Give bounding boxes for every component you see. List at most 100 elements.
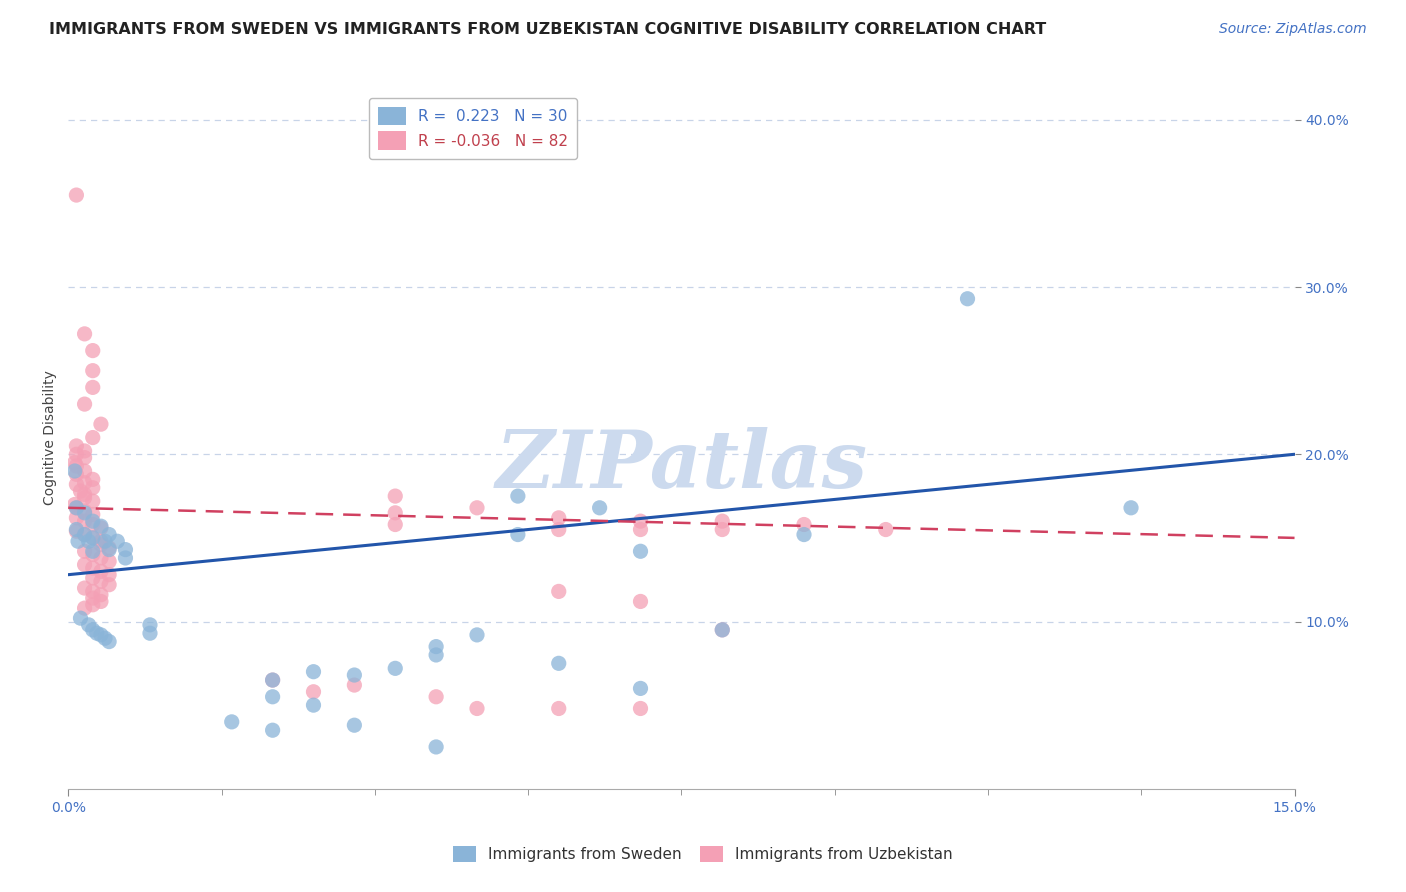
Point	[956, 292, 979, 306]
Point	[82, 531, 104, 545]
Point	[90, 588, 112, 602]
Point	[90, 565, 112, 579]
Point	[63, 464, 86, 478]
Point	[82, 472, 104, 486]
Point	[465, 500, 488, 515]
Point	[90, 628, 112, 642]
Point	[90, 594, 112, 608]
Point	[65, 477, 87, 491]
Point	[262, 673, 284, 687]
Point	[82, 431, 104, 445]
Point	[69, 484, 91, 499]
Point	[711, 623, 734, 637]
Point	[73, 514, 96, 528]
Point	[69, 611, 91, 625]
Point	[82, 531, 104, 545]
Point	[221, 714, 243, 729]
Point	[82, 598, 104, 612]
Point	[82, 494, 104, 508]
Point	[90, 519, 112, 533]
Point	[506, 527, 529, 541]
Point	[90, 521, 112, 535]
Point	[73, 464, 96, 478]
Point	[82, 380, 104, 394]
Point	[73, 558, 96, 572]
Point	[82, 508, 104, 522]
Point	[90, 551, 112, 566]
Point	[98, 542, 121, 557]
Point	[384, 506, 406, 520]
Point	[105, 534, 128, 549]
Point	[82, 544, 104, 558]
Point	[73, 450, 96, 465]
Y-axis label: Cognitive Disability: Cognitive Disability	[44, 370, 58, 505]
Point	[302, 685, 325, 699]
Text: Source: ZipAtlas.com: Source: ZipAtlas.com	[1219, 22, 1367, 37]
Point	[139, 618, 162, 632]
Point	[82, 517, 104, 532]
Point	[630, 514, 652, 528]
Point	[711, 514, 734, 528]
Point	[73, 444, 96, 458]
Point	[139, 626, 162, 640]
Text: ZIPatlas: ZIPatlas	[495, 427, 868, 504]
Point	[63, 498, 86, 512]
Point	[73, 326, 96, 341]
Point	[343, 678, 366, 692]
Point	[82, 591, 104, 606]
Point	[82, 364, 104, 378]
Point	[77, 618, 100, 632]
Point	[425, 648, 447, 662]
Point	[82, 623, 104, 637]
Point	[384, 517, 406, 532]
Point	[94, 534, 117, 549]
Point	[98, 578, 121, 592]
Legend: Immigrants from Sweden, Immigrants from Uzbekistan: Immigrants from Sweden, Immigrants from …	[447, 840, 959, 868]
Point	[65, 447, 87, 461]
Point	[94, 632, 117, 646]
Point	[425, 739, 447, 754]
Point	[65, 500, 87, 515]
Point	[465, 628, 488, 642]
Point	[547, 701, 569, 715]
Point	[506, 489, 529, 503]
Point	[711, 523, 734, 537]
Point	[90, 534, 112, 549]
Point	[73, 527, 96, 541]
Point	[67, 534, 90, 549]
Point	[384, 661, 406, 675]
Point	[90, 538, 112, 552]
Point	[73, 581, 96, 595]
Point	[547, 584, 569, 599]
Point	[793, 527, 815, 541]
Point	[114, 542, 136, 557]
Point	[98, 567, 121, 582]
Point	[73, 475, 96, 490]
Point	[875, 523, 897, 537]
Point	[65, 188, 87, 202]
Point	[65, 467, 87, 482]
Point	[793, 517, 815, 532]
Point	[73, 504, 96, 518]
Point	[98, 554, 121, 568]
Point	[588, 500, 610, 515]
Point	[73, 397, 96, 411]
Point	[65, 439, 87, 453]
Point	[90, 574, 112, 589]
Point	[65, 523, 87, 537]
Point	[343, 668, 366, 682]
Point	[630, 701, 652, 715]
Point	[262, 690, 284, 704]
Point	[1119, 500, 1142, 515]
Point	[65, 458, 87, 473]
Legend: R =  0.223   N = 30, R = -0.036   N = 82: R = 0.223 N = 30, R = -0.036 N = 82	[368, 97, 576, 160]
Point	[65, 500, 87, 515]
Point	[73, 527, 96, 541]
Point	[90, 417, 112, 432]
Point	[82, 571, 104, 585]
Point	[82, 343, 104, 358]
Point	[77, 534, 100, 549]
Point	[63, 456, 86, 470]
Point	[262, 673, 284, 687]
Point	[547, 511, 569, 525]
